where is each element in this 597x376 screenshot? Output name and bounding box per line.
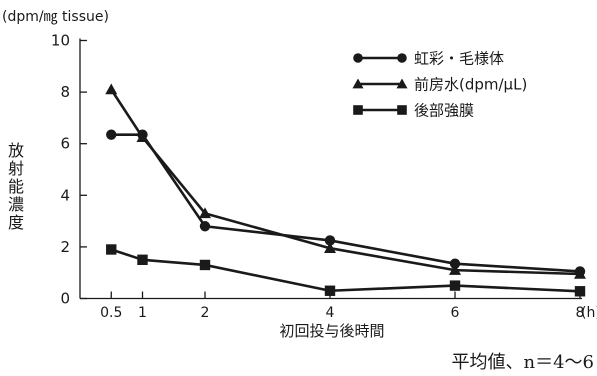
data-point-circle [324,235,336,246]
data-point-triangle [199,207,211,219]
y-tick-label: 10 [51,32,70,50]
legend-label: 前房水(dpm/μL) [414,76,527,94]
y-unit-label: (dpm/㎎ tissue) [2,9,109,25]
data-point-triangle [324,242,336,253]
data-point-triangle [574,268,586,279]
series-circle [106,129,586,277]
data-point-circle [449,258,461,269]
legend-item: 虹彩・毛様体 [353,50,504,68]
data-point-square [324,285,336,296]
data-point-square [199,259,211,271]
x-tick-label: 4 [326,305,335,321]
data-point-square [137,254,148,265]
legend-item: 後部強膜 [353,102,474,120]
x-tick-label: 2 [201,305,210,321]
footnote: 平均値、n＝4〜6 [452,352,595,373]
data-point-triangle [396,78,408,89]
series-line [110,88,581,276]
x-ticks: 0.5 1 2 4 6 8 [100,291,585,321]
data-point-triangle [136,131,149,143]
x-tick-label: 1 [138,305,147,321]
data-point-circle [106,129,117,140]
legend-label: 虹彩・毛様体 [414,50,504,68]
y-tick-label: 6 [60,135,70,153]
legend-item: 前房水(dpm/μL) [352,76,527,94]
data-point-circle [397,53,407,63]
series-line [110,248,581,293]
x-axis-title: 初回投与後時間 [279,322,384,340]
x-tick-label: 6 [451,305,460,321]
series-triangle [105,83,586,279]
data-point-square [574,286,586,297]
data-point-triangle [352,78,364,89]
y-axis-title: 放射能濃度 [8,141,24,232]
data-point-circle [353,53,363,63]
data-point-square [353,105,363,115]
x-tick-label: 8 [576,305,585,321]
data-point-square [106,244,117,255]
y-tick-label: 8 [60,83,70,101]
series-line [111,133,581,273]
series-square [106,244,586,297]
data-point-square [397,105,407,115]
x-axis-unit: (h) [581,305,597,321]
axes [79,38,582,300]
x-tick-label: 0.5 [100,305,122,321]
data-point-triangle [449,264,461,275]
data-point-square [449,280,461,291]
data-point-circle [199,221,211,232]
legend-label: 後部強膜 [414,102,474,120]
series-layer [105,83,586,297]
y-tick-label: 0 [60,290,70,308]
y-ticks: 0 2 4 6 8 10 [51,32,87,308]
data-point-triangle [105,83,118,95]
y-tick-label: 4 [60,186,70,204]
y-tick-label: 2 [60,238,70,256]
